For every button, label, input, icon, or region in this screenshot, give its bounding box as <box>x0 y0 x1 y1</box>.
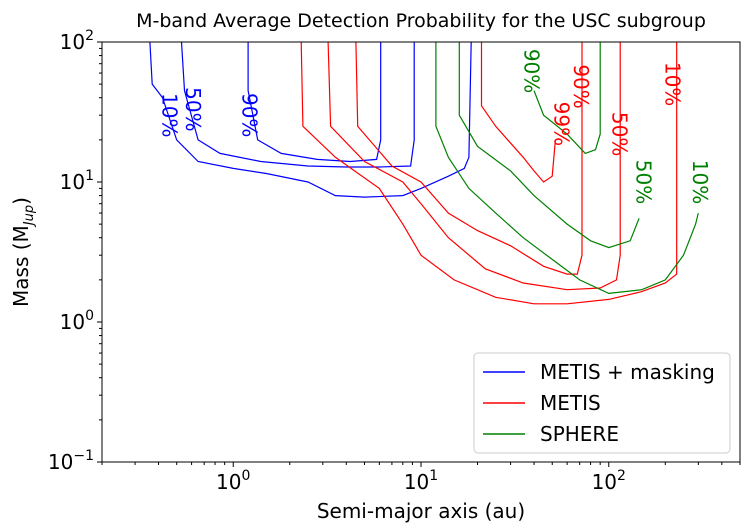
contour-label-sphere-10: 10% <box>688 160 712 204</box>
x-axis-label: Semi-major axis (au) <box>317 499 525 523</box>
contour-labels: 10% 50% 90%10%50%90%99%10%50%90% <box>158 49 712 204</box>
contour-line-metis-masking-10 <box>149 41 472 198</box>
contour-line-metis-99 <box>480 42 556 183</box>
legend-label-sphere: SPHERE <box>540 422 619 446</box>
chart-title: M-band Average Detection Probability for… <box>136 10 706 32</box>
contour-label-metis-masking-50: 50% <box>181 87 205 131</box>
contour-line-sphere-10 <box>435 42 699 295</box>
y-tick-label: 100 <box>60 308 94 334</box>
series-metis-masking <box>149 41 472 198</box>
contour-label-metis-masking-90: 90% <box>238 93 262 137</box>
contour-label-sphere-90: 90% <box>519 49 543 93</box>
contour-line-sphere-50 <box>458 42 640 249</box>
legend-label-metis: METIS <box>540 391 601 415</box>
contour-label-sphere-50: 50% <box>631 160 655 204</box>
series-sphere <box>435 42 699 295</box>
plot-curves <box>149 41 699 305</box>
x-tick-label: 102 <box>592 468 626 494</box>
legend: METIS + masking METIS SPHERE <box>473 352 731 454</box>
x-tick-label: 100 <box>216 468 250 494</box>
series-metis <box>300 41 678 305</box>
y-axis-label-sub: Jup <box>22 205 37 228</box>
y-tick-label: 101 <box>60 168 94 194</box>
contour-label-metis-masking-10: 10% <box>158 93 182 137</box>
contour-label-metis-90: 90% <box>569 64 593 108</box>
contour-line-metis-90 <box>355 41 583 275</box>
y-axis-label: Mass (MJup) <box>9 197 37 307</box>
contour-label-metis-50: 50% <box>608 112 632 156</box>
y-tick-label: 102 <box>60 28 94 54</box>
y-tick-label: 10−1 <box>48 448 94 474</box>
legend-label-metis-masking: METIS + masking <box>540 360 715 384</box>
contour-line-metis-50 <box>327 41 621 291</box>
contour-line-metis-masking-50 <box>180 41 415 168</box>
y-axis-label-main: Mass (M <box>9 225 33 307</box>
contour-line-metis-10 <box>300 41 678 305</box>
contour-label-metis-99: 99% <box>549 102 573 146</box>
contour-label-metis-10: 10% <box>661 62 685 106</box>
y-axis-label-close: ) <box>9 197 33 205</box>
contour-line-metis-masking-90 <box>247 42 382 163</box>
contour-line-sphere-90 <box>533 42 601 155</box>
y-axis: 10−1 100 101 102 <box>48 28 102 474</box>
x-axis: 100 101 102 <box>101 462 741 494</box>
legend-frame <box>473 352 731 454</box>
x-tick-label: 101 <box>404 468 438 494</box>
